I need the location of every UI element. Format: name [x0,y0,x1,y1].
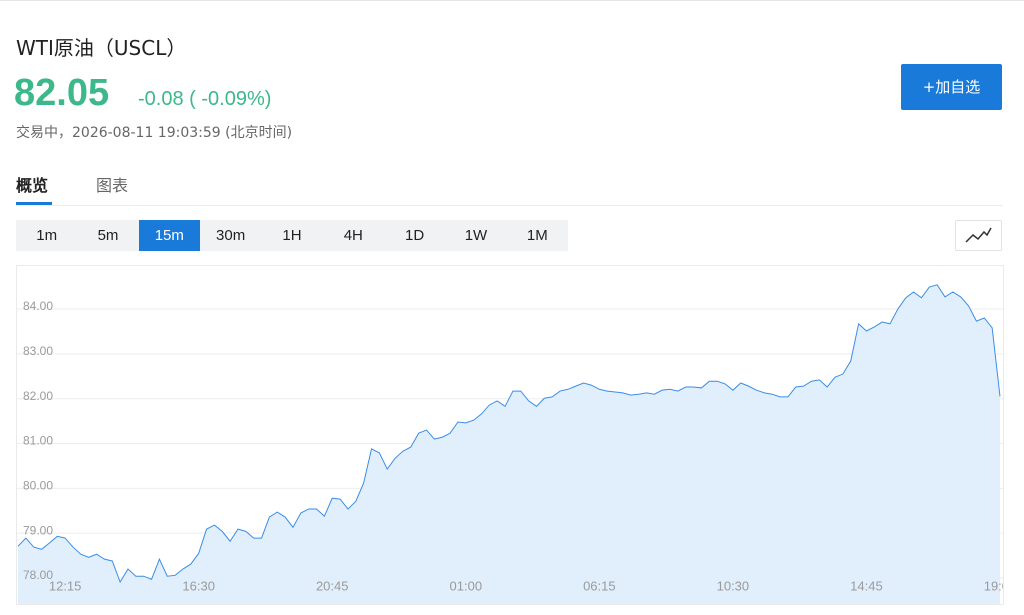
y-tick-label: 80.00 [23,479,53,493]
x-tick-label: 16:30 [182,578,215,593]
x-tick-label: 10:30 [717,578,750,593]
chart: 78.00 79.00 80.00 81.00 82.00 83.00 84.00 12:15… [16,265,1004,605]
y-tick-label: 83.00 [23,344,53,358]
y-tick-label: 79.00 [23,523,53,537]
interval-button[interactable]: 4H [343,227,363,244]
interval-bar: 1m 5m 15m 30m 1H 4H 1D 1W 1M [16,220,568,251]
divider [16,205,1003,206]
divider [0,0,1024,1]
x-tick-label: 20:45 [316,578,349,593]
tab-indicator [16,202,52,205]
icon-line [965,227,992,243]
x-tick-label: 14:45 [850,578,883,593]
title: WTI原油（USCL） [16,36,187,60]
area-fill [18,284,1000,604]
x-tick-label: 01:00 [450,578,483,593]
price-line [17,284,1001,584]
price-change: -0.08 ( -0.09%) [138,88,272,110]
interval-button[interactable]: 1W [464,227,488,244]
interval-button[interactable]: 1H [282,227,302,244]
icon [965,227,992,243]
interval-button[interactable]: 1M [526,227,548,244]
price: 82.05 [14,72,110,114]
status: 交易中，2026-08-11 19:03:59 (北京时间) [16,125,293,141]
x-tick-label: 12:15 [49,578,82,593]
interval-button[interactable]: 1m [36,227,58,244]
x-tick-label: 06:15 [583,578,616,593]
interval-button[interactable]: 5m [97,227,119,244]
tab[interactable]: 概览 [16,176,49,195]
add-watchlist-button[interactable]: +加自选 [901,64,1002,110]
tab[interactable]: 图表 [96,176,129,195]
y-tick-label: 81.00 [23,434,53,448]
chart-type-button[interactable] [955,220,1002,251]
y-tick-label: 78.00 [23,568,53,582]
interval-button[interactable]: 15m [138,220,200,251]
x-tick-label: 19:00 [984,578,1004,593]
y-tick-label: 84.00 [23,299,53,313]
y-tick-label: 82.00 [23,389,53,403]
interval-button[interactable]: 30m [216,227,246,244]
interval-button[interactable]: 1D [405,227,425,244]
